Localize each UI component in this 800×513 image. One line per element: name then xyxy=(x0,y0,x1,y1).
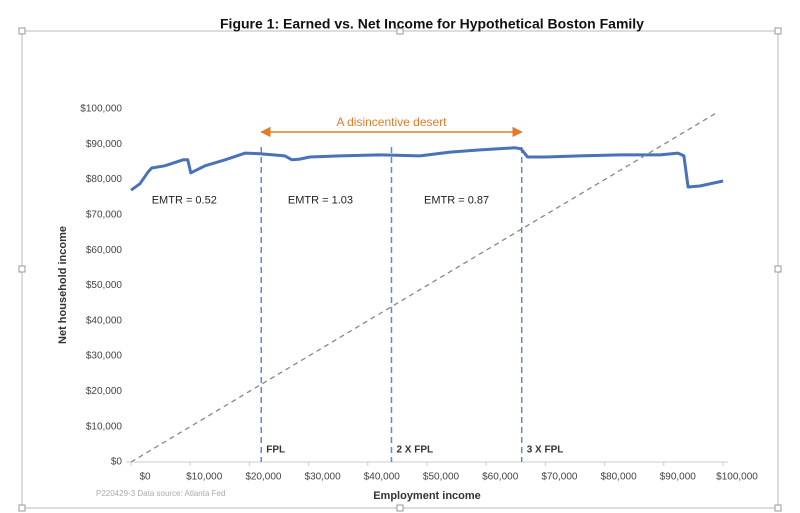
y-tick-label: $60,000 xyxy=(86,245,123,256)
x-tick-label: $10,000 xyxy=(186,472,223,483)
y-tick-label: $50,000 xyxy=(86,280,123,291)
x-tick-label: $60,000 xyxy=(482,472,519,483)
y-tick-label: $80,000 xyxy=(86,174,123,185)
x-tick-label: $50,000 xyxy=(423,472,460,483)
emtr-label: EMTR = 0.87 xyxy=(424,195,489,207)
x-tick-label: $30,000 xyxy=(305,472,342,483)
y-tick-label: $90,000 xyxy=(86,139,123,150)
x-tick-label: $20,000 xyxy=(245,472,282,483)
x-tick-label: $90,000 xyxy=(660,472,697,483)
frame-handles xyxy=(18,27,782,512)
emtr-label: EMTR = 0.52 xyxy=(152,195,217,207)
y-tick-label: $40,000 xyxy=(86,315,123,326)
emtr-label: EMTR = 1.03 xyxy=(288,195,353,207)
chart-title: Figure 1: Earned vs. Net Income for Hypo… xyxy=(220,16,644,32)
annotation-label: A disincentive desert xyxy=(336,115,447,129)
series-line xyxy=(130,146,724,192)
y-axis-title: Net household income xyxy=(57,226,69,344)
reference-label: FPL xyxy=(266,445,285,456)
y-tick-label: $20,000 xyxy=(86,386,123,397)
selection-frame xyxy=(21,30,779,509)
diagonal-line xyxy=(130,111,718,463)
x-axis-title: Employment income xyxy=(373,490,481,502)
y-tick-label: $100,000 xyxy=(80,104,122,115)
y-tick-label: $0 xyxy=(111,457,123,468)
x-tick-label: $100,000 xyxy=(716,472,758,483)
x-tick-label: $70,000 xyxy=(541,472,578,483)
x-tick-label: $0 xyxy=(139,472,151,483)
y-tick-label: $70,000 xyxy=(86,210,123,221)
y-tick-label: $30,000 xyxy=(86,351,123,362)
reference-label: 2 X FPL xyxy=(396,445,433,456)
source-note: P220429-3 Data source: Atlanta Fed xyxy=(96,489,225,498)
x-tick-label: $80,000 xyxy=(601,472,638,483)
reference-label: 3 X FPL xyxy=(527,445,564,456)
y-tick-label: $10,000 xyxy=(86,421,123,432)
x-tick-label: $40,000 xyxy=(364,472,401,483)
